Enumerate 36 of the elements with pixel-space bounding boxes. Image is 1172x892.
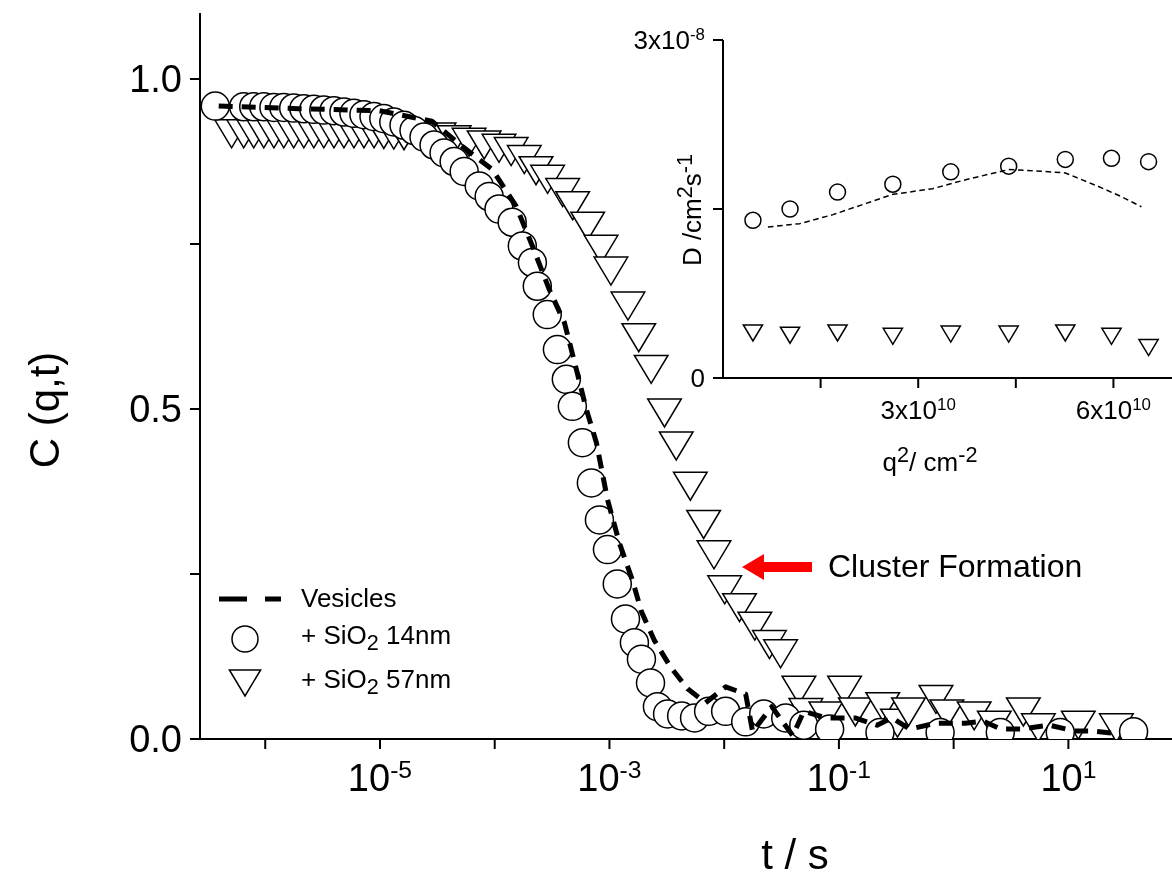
x-tick-label: 10$^{-1}$ (806, 755, 872, 800)
y-axis-title: C (q,t) (21, 351, 69, 469)
legend-label: + SiO$_{2}$ 57nm (301, 663, 452, 702)
y-tick-label: 0.5 (129, 388, 182, 431)
x-tick-label: 10$^{1}$ (1040, 755, 1097, 800)
y-tick-label: 0 (690, 363, 705, 394)
point (1101, 327, 1122, 346)
x-axis-title: q$^{2}$/ cm$^{-2}$ (882, 441, 978, 479)
point (1138, 338, 1159, 357)
legend-label: + SiO$_{2}$ 14nm (301, 619, 452, 658)
point (882, 327, 904, 346)
point (1102, 149, 1121, 168)
x-tick-label: 6x10$^{10}$ (1075, 394, 1152, 426)
point (781, 200, 799, 218)
y-tick-label: 3x10$^{-8}$ (633, 24, 705, 56)
point (940, 325, 962, 343)
x-tick-label: 10$^{-5}$ (347, 755, 413, 800)
annotation: Cluster Formation (828, 548, 1083, 585)
y-tick-label: 1.0 (129, 58, 182, 101)
x-tick-label: 3x10$^{10}$ (880, 394, 956, 426)
point (828, 183, 847, 201)
point (884, 175, 902, 193)
legend-label: Vesicles (301, 582, 397, 615)
x-tick-label: 10$^{-3}$ (577, 755, 642, 800)
y-tick-label: 0.0 (129, 718, 182, 761)
point (1054, 324, 1076, 342)
point (742, 324, 764, 342)
point (779, 326, 801, 344)
point (827, 324, 848, 342)
point (942, 163, 960, 181)
point (999, 157, 1018, 175)
point (1056, 150, 1075, 169)
x-axis-title: t / s (761, 831, 829, 879)
point (744, 211, 762, 230)
point (998, 325, 1020, 343)
point (1139, 152, 1158, 171)
